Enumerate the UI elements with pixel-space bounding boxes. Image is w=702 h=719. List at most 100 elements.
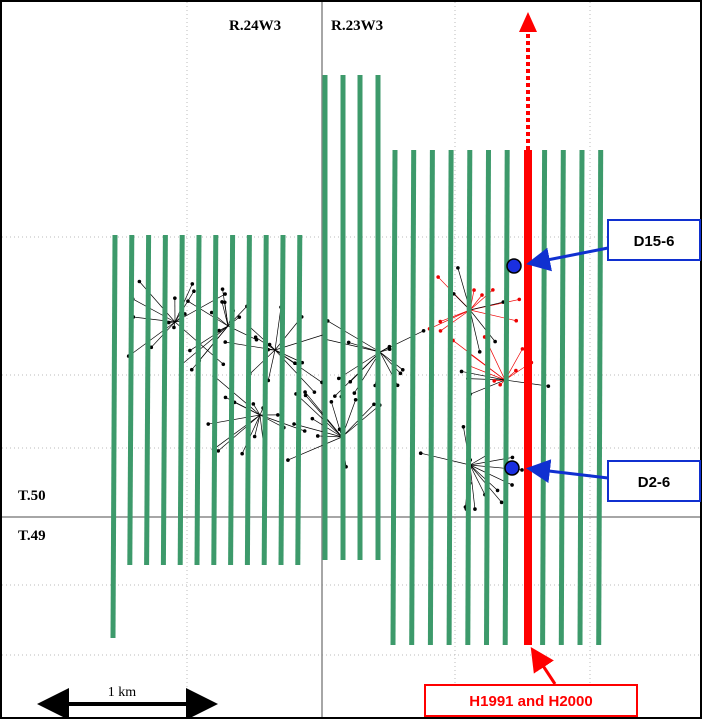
- well-path: [325, 339, 381, 353]
- seismic-line: [465, 149, 473, 646]
- seismic-line: [427, 149, 435, 646]
- well-path: [213, 375, 261, 416]
- well-dot: [188, 348, 192, 353]
- well-path: [440, 309, 471, 332]
- well-dot: [418, 451, 423, 456]
- well-dot: [421, 329, 426, 333]
- well-dot: [495, 488, 500, 493]
- well-dot: [438, 319, 443, 324]
- well-dot: [303, 393, 308, 398]
- well-path: [249, 349, 276, 375]
- well-dot: [315, 434, 320, 438]
- well-dot: [472, 288, 476, 292]
- seismic-line: [144, 234, 152, 566]
- well-dot: [493, 339, 497, 344]
- line-label-box: [424, 684, 638, 717]
- seismic-lines: [110, 75, 604, 646]
- well-dot: [303, 390, 307, 394]
- well-dot: [398, 371, 403, 376]
- well-dot: [546, 384, 551, 388]
- well-dot: [346, 340, 351, 345]
- well-dot: [438, 329, 443, 333]
- well-dot: [520, 468, 524, 472]
- well-dot: [514, 318, 519, 323]
- seismic-line: [596, 149, 604, 646]
- well-dot: [223, 340, 228, 344]
- well-path: [132, 298, 176, 323]
- well-dot: [514, 368, 518, 373]
- well-path: [348, 342, 381, 353]
- well-dot: [372, 402, 376, 407]
- township-label: T.50: [18, 488, 46, 504]
- seismic-line: [160, 234, 168, 566]
- well-dot: [190, 282, 195, 286]
- well-dot: [221, 362, 226, 367]
- well-path: [295, 393, 343, 438]
- seismic-line: [540, 149, 548, 646]
- well-dot: [286, 458, 290, 462]
- well-dot: [477, 350, 482, 354]
- well-path: [452, 340, 506, 381]
- well-dot: [216, 449, 221, 453]
- label-arrow: [530, 646, 557, 685]
- well-dot: [192, 289, 196, 294]
- seismic-line: [211, 234, 219, 566]
- seismic-line: [295, 234, 303, 566]
- range-label: R.23W3: [331, 18, 383, 34]
- well-path: [379, 330, 424, 353]
- callout-arrow: [526, 459, 609, 484]
- well-path: [213, 414, 261, 450]
- callout-label: D15-6: [634, 233, 675, 250]
- line-label: H1991 and H2000: [469, 693, 592, 710]
- well-path: [222, 289, 229, 327]
- well-dot: [173, 296, 177, 300]
- range-label: R.24W3: [229, 18, 281, 34]
- seismic-line: [278, 234, 286, 566]
- well-dot: [517, 297, 522, 302]
- well-path: [469, 294, 483, 311]
- well-dot: [473, 507, 477, 511]
- callout-label: D2-6: [638, 474, 671, 491]
- scale-label: 1 km: [108, 685, 137, 700]
- seismic-line: [577, 149, 585, 646]
- well-path: [469, 464, 486, 495]
- seismic-line: [127, 234, 135, 566]
- well-dot: [459, 369, 464, 374]
- well-dot: [510, 455, 515, 460]
- well-path: [133, 316, 176, 323]
- well-dot: [312, 390, 317, 394]
- well-dot: [348, 379, 353, 384]
- well-dot: [492, 379, 497, 383]
- well-path: [317, 435, 343, 438]
- well-dot: [499, 500, 504, 505]
- well-dot: [337, 427, 342, 432]
- well-dot: [510, 483, 514, 487]
- well-dot: [240, 451, 244, 456]
- well-path: [221, 301, 229, 327]
- callout-box: [607, 219, 701, 261]
- well-path: [293, 423, 343, 438]
- well-dot: [251, 402, 256, 406]
- well-path: [469, 464, 498, 491]
- well-marker: [504, 460, 520, 476]
- well-path: [274, 307, 282, 351]
- well-dot: [352, 391, 357, 395]
- well-path: [181, 325, 229, 365]
- well-dot: [333, 394, 337, 398]
- callout-box: [607, 460, 701, 502]
- seismic-line: [390, 149, 398, 646]
- well-dot: [461, 424, 466, 429]
- well-dot: [237, 315, 242, 319]
- well-marker: [506, 258, 522, 274]
- well-path: [253, 403, 261, 416]
- well-path: [254, 414, 261, 437]
- township-label: T.49: [18, 528, 46, 544]
- well-dot: [302, 429, 307, 433]
- seismic-line: [194, 234, 202, 566]
- well-path: [218, 414, 261, 452]
- well-dot: [520, 347, 525, 351]
- well-path: [327, 320, 381, 353]
